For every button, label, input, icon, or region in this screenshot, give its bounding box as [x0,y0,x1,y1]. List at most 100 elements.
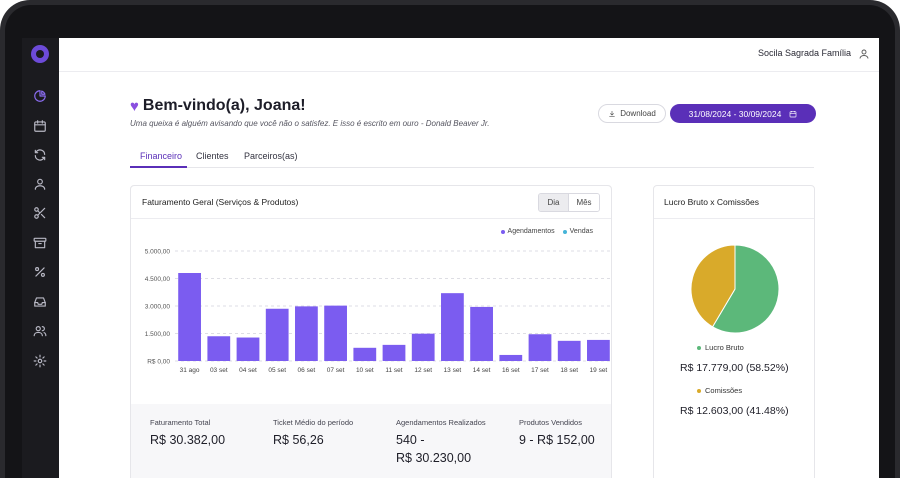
x-tick-label: 06 set [298,367,316,374]
sidebar-item-calendar[interactable] [31,117,49,135]
legend-agendamentos[interactable]: Agendamentos [500,228,555,235]
page-title-row: ♥ Bem-vindo(a), Joana! [130,97,306,115]
profit-pie-chart [690,244,780,334]
bar-12-set [411,333,435,361]
comissoes-value: R$ 12.603,00 (41.48%) [680,405,789,417]
stat-total-revenue: Faturamento Total R$ 30.382,00 [150,418,225,449]
sidebar-item-clients[interactable] [31,175,49,193]
tab-bar: Financeiro Clientes Parceiros(as) [130,146,814,168]
stat-products-sold: Produtos Vendidos 9 - R$ 152,00 [519,418,595,449]
tab-financeiro[interactable]: Financeiro [140,151,183,161]
bar-11-set [382,344,406,361]
stat-value: R$ 30.382,00 [150,433,226,447]
toggle-month-button[interactable]: Mês [569,194,599,211]
refresh-icon [34,149,46,161]
bar-16-set [499,354,523,361]
user-icon [34,178,46,190]
inbox-icon [34,297,46,307]
legend-comissoes: Comissões [697,386,742,395]
calendar-icon [789,110,797,117]
sidebar-item-inbox[interactable] [31,293,49,311]
bar-13-set [441,293,464,361]
active-tab-indicator [130,166,187,168]
x-tick-label: 04 set [239,367,257,374]
bar-05-set [265,308,289,361]
toggle-day-button[interactable]: Dia [539,194,569,211]
period-toggle: Dia Mês [538,193,600,212]
tab-parceiros[interactable]: Parceiros(as) [244,151,298,161]
x-tick-label: 16 set [502,367,520,374]
stat-label: Agendamentos Realizados [396,418,486,427]
stat-label: Ticket Médio do período [273,418,354,427]
calendar-icon [34,120,46,132]
user-profile-icon[interactable] [858,47,870,59]
stat-value: 540 - R$ 30.230,00 [396,431,486,467]
bar-31-ago [178,273,201,361]
legend-label: Vendas [569,228,593,235]
stat-label: Faturamento Total [150,418,211,427]
revenue-card-header: Faturamento Geral (Serviços & Produtos) … [131,186,611,219]
sidebar-item-refresh[interactable] [31,146,49,164]
legend-label: Agendamentos [507,228,555,235]
x-tick-label: 03 set [210,367,228,374]
pie-slice-comiss-es[interactable] [690,244,736,328]
x-tick-label: 07 set [327,367,345,374]
sidebar-item-dashboard[interactable] [31,87,49,105]
stat-average-ticket: Ticket Médio do período R$ 56,26 [273,418,353,449]
y-tick-label: 4.500,00 [145,276,171,283]
user-name[interactable]: Socila Sagrada Família [757,48,851,58]
sidebar-item-commissions[interactable] [31,263,49,281]
y-tick-label: R$ 0,00 [147,359,170,366]
bar-07-set [324,305,347,361]
x-tick-label: 18 set [560,367,578,374]
bar-06-set [295,306,318,361]
revenue-card: Faturamento Geral (Serviços & Produtos) … [130,185,612,478]
legend-vendas[interactable]: Vendas [562,228,593,235]
date-range-picker[interactable]: 31/08/2024 - 30/09/2024 [670,104,816,123]
legend-label: Comissões [705,386,743,395]
bar-04-set [236,337,260,361]
stat-label: Produtos Vendidos [519,418,582,427]
tab-clientes[interactable]: Clientes [196,151,229,161]
stat-value-line: 540 - [396,433,425,447]
legend-dot [562,229,567,234]
x-tick-label: 13 set [444,367,462,374]
sidebar-item-services[interactable] [31,204,49,222]
app-screen: Socila Sagrada Família ♥ Bem-vindo(a), J… [22,38,879,478]
sidebar-item-team[interactable] [31,322,49,340]
x-tick-label: 10 set [356,367,374,374]
sidebar [22,38,59,478]
x-tick-label: 12 set [414,367,432,374]
legend-dot [697,345,701,350]
sidebar-item-products[interactable] [31,234,49,252]
top-bar: Socila Sagrada Família [59,38,879,72]
y-tick-label: 1.500,00 [145,331,171,338]
stat-appointments: Agendamentos Realizados 540 - R$ 30.230,… [396,418,486,467]
pie-slice-lucro-bruto[interactable] [711,244,780,334]
x-tick-label: 17 set [531,367,549,374]
date-range-label: 31/08/2024 - 30/09/2024 [688,108,782,119]
y-tick-label: 5.000,00 [145,249,171,256]
page-title: Bem-vindo(a), Joana! [142,97,306,114]
revenue-chart-area: Faturamento Geral (Serviços & Produtos) … [131,186,611,404]
sidebar-item-settings[interactable] [31,352,49,370]
profit-card: Lucro Bruto x Comissões Lucro Bruto R$ 1… [653,185,815,478]
legend-dot [500,229,505,234]
stat-value: 9 - R$ 152,00 [519,433,595,447]
users-icon [33,326,47,337]
download-icon [609,110,615,117]
settings-icon [33,354,47,368]
revenue-bar-chart: R$ 0,00 1.500,00 3.000,00 4.500,00 5.000,00 3… [145,249,611,374]
x-tick-label: 14 set [473,367,491,374]
profit-card-header: Lucro Bruto x Comissões [654,186,814,219]
legend-label: Lucro Bruto [705,343,744,352]
app-logo[interactable] [31,45,49,63]
revenue-card-title: Faturamento Geral (Serviços & Produtos) [142,197,299,207]
chart-legend: Agendamentos Vendas [500,228,593,235]
purple-heart-icon: ♥ [130,97,139,115]
x-tick-label: 31 ago [180,367,200,374]
stat-value: R$ 56,26 [273,433,324,447]
download-button[interactable]: Download [598,104,666,123]
bar-17-set [528,334,552,361]
download-label: Download [620,109,656,118]
